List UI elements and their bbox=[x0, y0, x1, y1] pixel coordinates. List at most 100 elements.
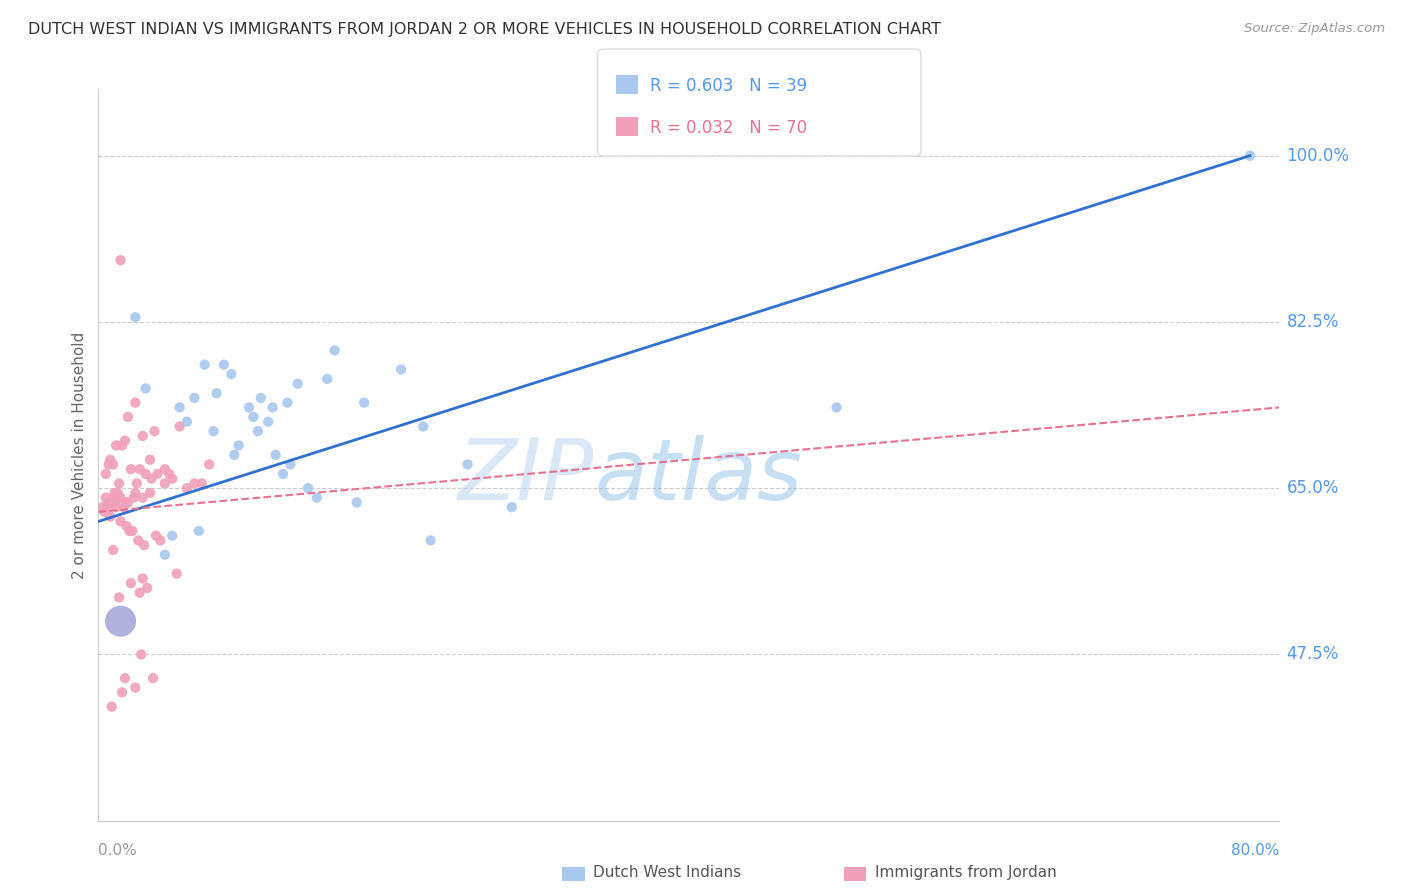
Point bbox=[97, 495, 120, 509]
Point bbox=[115, 495, 138, 509]
Point bbox=[128, 585, 150, 599]
Text: Dutch West Indians: Dutch West Indians bbox=[593, 865, 741, 880]
Point bbox=[412, 419, 434, 434]
Point bbox=[139, 452, 162, 467]
Text: 100.0%: 100.0% bbox=[1286, 146, 1350, 165]
Text: 82.5%: 82.5% bbox=[1286, 313, 1339, 331]
Point bbox=[389, 362, 412, 376]
Point bbox=[104, 495, 127, 509]
Point bbox=[94, 491, 117, 505]
Point bbox=[134, 538, 156, 552]
Point bbox=[250, 391, 273, 405]
Point bbox=[287, 376, 309, 391]
Point bbox=[132, 491, 155, 505]
Point bbox=[110, 253, 132, 268]
Point bbox=[146, 467, 169, 481]
Point bbox=[183, 476, 205, 491]
Point bbox=[108, 476, 131, 491]
Text: ZIP: ZIP bbox=[458, 435, 595, 518]
Point bbox=[107, 486, 129, 500]
Point bbox=[98, 509, 121, 524]
Text: Source: ZipAtlas.com: Source: ZipAtlas.com bbox=[1244, 22, 1385, 36]
Point bbox=[271, 467, 294, 481]
Point bbox=[262, 401, 284, 415]
Point bbox=[246, 424, 269, 438]
Point bbox=[194, 358, 217, 372]
Point bbox=[115, 519, 138, 533]
Point bbox=[224, 448, 246, 462]
Point bbox=[127, 533, 149, 548]
Point bbox=[94, 467, 117, 481]
Point bbox=[242, 409, 264, 424]
Point bbox=[153, 548, 176, 562]
Point bbox=[114, 434, 136, 448]
Point bbox=[187, 524, 209, 538]
Point bbox=[1239, 149, 1261, 163]
Point bbox=[96, 500, 118, 515]
Point bbox=[103, 458, 125, 472]
Point bbox=[122, 491, 145, 505]
Point bbox=[135, 467, 157, 481]
Point bbox=[153, 462, 176, 476]
Point bbox=[219, 367, 243, 381]
Point bbox=[124, 681, 146, 695]
Y-axis label: 2 or more Vehicles in Household: 2 or more Vehicles in Household bbox=[72, 331, 87, 579]
Point bbox=[166, 566, 188, 581]
Point bbox=[136, 581, 159, 595]
Point bbox=[141, 472, 163, 486]
Point bbox=[129, 648, 152, 662]
Point bbox=[124, 310, 146, 325]
Point bbox=[257, 415, 280, 429]
Point bbox=[111, 685, 134, 699]
Point bbox=[117, 495, 139, 509]
Point bbox=[120, 576, 142, 591]
Point bbox=[103, 491, 125, 505]
Point bbox=[93, 505, 115, 519]
Text: 0.0%: 0.0% bbox=[98, 843, 138, 858]
Point bbox=[353, 395, 375, 409]
Point bbox=[205, 386, 228, 401]
Point bbox=[105, 438, 128, 452]
Point bbox=[110, 515, 132, 529]
Text: atlas: atlas bbox=[595, 435, 803, 518]
Point bbox=[100, 699, 122, 714]
Point bbox=[149, 533, 172, 548]
Point bbox=[191, 476, 214, 491]
Point bbox=[114, 671, 136, 685]
Text: DUTCH WEST INDIAN VS IMMIGRANTS FROM JORDAN 2 OR MORE VEHICLES IN HOUSEHOLD CORR: DUTCH WEST INDIAN VS IMMIGRANTS FROM JOR… bbox=[28, 22, 941, 37]
Point bbox=[346, 495, 368, 509]
Point bbox=[110, 491, 132, 505]
Point bbox=[120, 462, 142, 476]
Point bbox=[825, 401, 848, 415]
Point bbox=[98, 452, 121, 467]
Point bbox=[112, 500, 135, 515]
Point bbox=[297, 481, 319, 495]
Point bbox=[135, 381, 157, 395]
Point bbox=[128, 462, 150, 476]
Point bbox=[145, 529, 167, 543]
Point bbox=[97, 458, 120, 472]
Point bbox=[316, 372, 339, 386]
Point bbox=[162, 472, 183, 486]
Point bbox=[104, 486, 127, 500]
Point bbox=[276, 395, 298, 409]
Point bbox=[228, 438, 250, 452]
Point bbox=[176, 481, 198, 495]
Point bbox=[118, 524, 141, 538]
Point bbox=[202, 424, 225, 438]
Point bbox=[139, 486, 162, 500]
Point bbox=[238, 401, 260, 415]
Point bbox=[132, 571, 155, 585]
Text: R = 0.032   N = 70: R = 0.032 N = 70 bbox=[650, 119, 807, 136]
Point bbox=[142, 671, 165, 685]
Point bbox=[103, 542, 125, 557]
Point bbox=[419, 533, 441, 548]
Point bbox=[124, 395, 146, 409]
Point bbox=[110, 614, 132, 628]
Text: R = 0.603   N = 39: R = 0.603 N = 39 bbox=[650, 77, 807, 95]
Point bbox=[169, 419, 191, 434]
Point bbox=[278, 458, 302, 472]
Text: Immigrants from Jordan: Immigrants from Jordan bbox=[875, 865, 1056, 880]
Point bbox=[264, 448, 287, 462]
Point bbox=[305, 491, 328, 505]
